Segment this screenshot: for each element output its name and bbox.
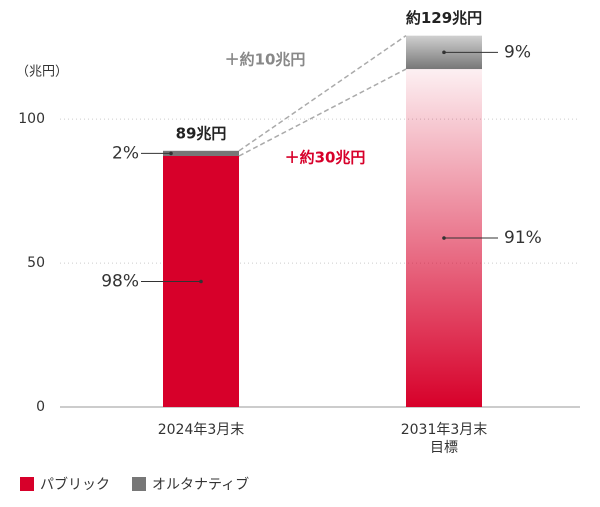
annotation: ＋約30兆円 xyxy=(285,149,366,167)
share-label: 2% xyxy=(112,143,139,163)
connector xyxy=(238,35,407,152)
y-tick-label: 100 xyxy=(18,111,45,127)
legend-swatch xyxy=(132,477,146,491)
share-label: 98% xyxy=(101,271,139,291)
connector xyxy=(238,68,407,157)
share-label: 91% xyxy=(504,228,542,248)
x-tick-label: 2031年3月末 目標 xyxy=(400,422,488,456)
y-axis-label: （兆円） xyxy=(16,65,68,80)
x-tick-label: 2024年3月末 xyxy=(157,422,245,438)
bar-segment xyxy=(163,150,239,156)
share-label: 9% xyxy=(504,42,531,62)
legend-label: パブリック xyxy=(40,476,110,493)
total-label: 約129兆円 xyxy=(406,9,482,27)
y-tick-label: 0 xyxy=(36,399,45,415)
legend-swatch xyxy=(20,477,34,491)
legend-label: オルタナティブ xyxy=(152,476,249,493)
y-tick-label: 50 xyxy=(27,255,45,271)
total-label: 89兆円 xyxy=(176,124,227,142)
annotation: ＋約10兆円 xyxy=(225,51,306,69)
